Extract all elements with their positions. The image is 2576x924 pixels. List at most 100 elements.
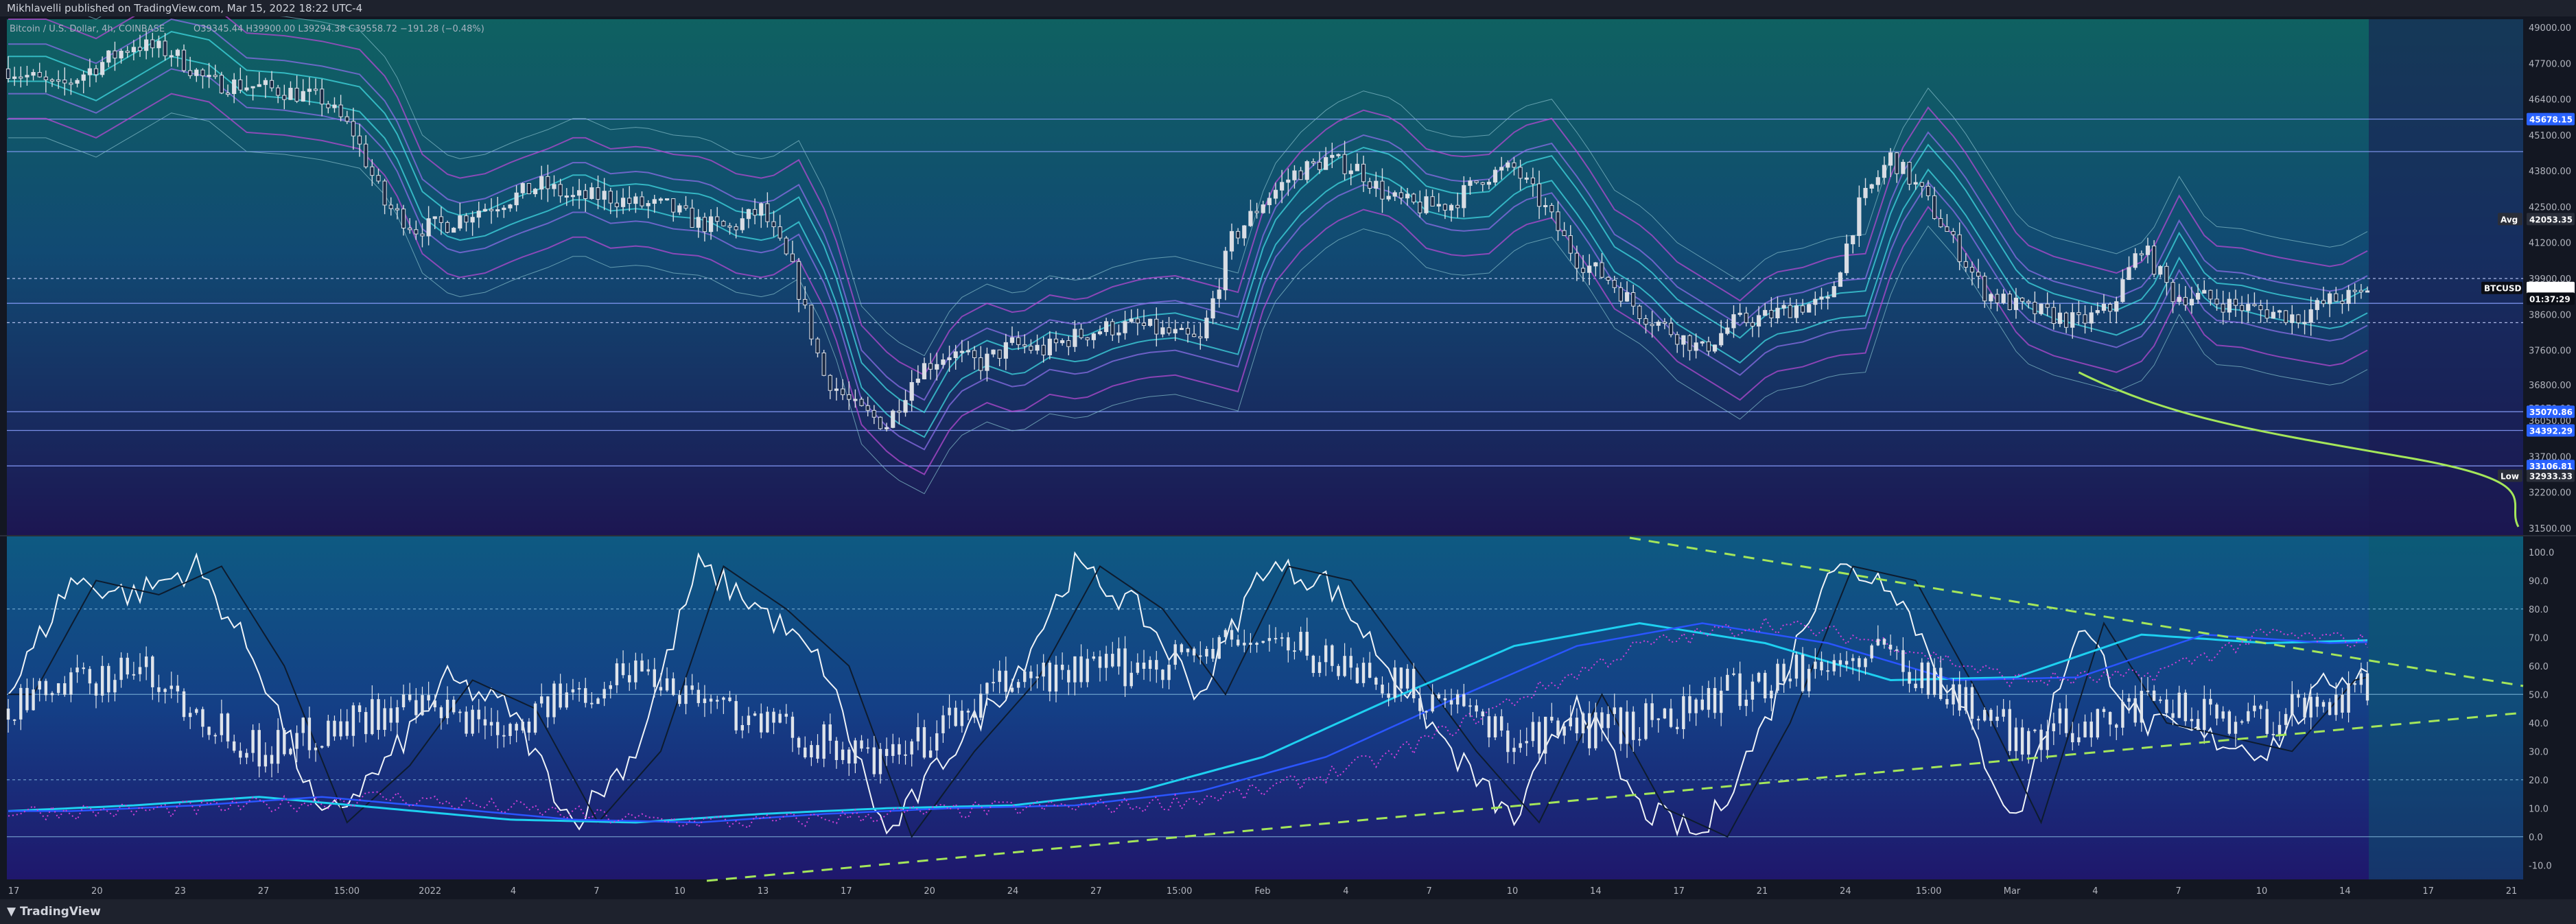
osc-tick-label: 80.0 [2529,605,2549,615]
price-chart[interactable]: 49000.00 47700.00 46400.00 45100.00 43800.00… [0,16,2576,899]
candle-body [344,116,349,122]
candle-body [1455,204,1460,209]
candle-body [438,216,444,223]
rsi-candle-body [1512,748,1516,753]
candle-body [1261,204,1265,213]
time-tick-label: 27 [1090,886,1102,897]
time-tick-label: 23 [174,886,186,897]
rsi-candle-body [1455,694,1460,704]
candle-body [502,207,506,211]
candle-body [2308,309,2313,323]
candle-body [2101,304,2107,311]
rsi-candle-body [1331,645,1334,666]
candle-body [1154,318,1159,335]
rsi-candle-body [157,687,161,692]
candle-body [43,76,48,80]
candle-body [1210,298,1215,319]
candle-body [2057,312,2063,324]
level-top-tag: 45678.15 [2529,115,2573,125]
candle-body [1656,321,1661,326]
rsi-candle-body [2096,709,2100,738]
rsi-candle-body [1361,663,1366,683]
candle-body [909,382,914,401]
candle-body [803,298,808,306]
rsi-candle-body [32,689,35,711]
price-tick-label: 45100.00 [2529,131,2571,141]
candle-body [244,87,249,91]
rsi-candle-body [2253,705,2256,711]
candle-body [1041,344,1046,355]
rsi-candle-body [1010,687,1014,692]
rsi-candle-body [195,709,198,713]
rsi-candle-body [1726,674,1729,691]
rsi-candle-body [634,660,637,683]
rsi-candle-body [1788,678,1792,682]
rsi-candle-body [854,740,857,763]
tradingview-logo[interactable]: ▼ TradingView [7,899,101,924]
rsi-candle-body [885,748,889,757]
rsi-candle-body [1393,667,1396,698]
candle-body [871,410,876,418]
low-name-tag: Low [2501,472,2519,482]
rsi-candle-body [841,749,845,761]
candle-body [2290,314,2295,323]
candle-body [752,209,758,216]
candle-body [219,75,224,94]
rsi-candle-body [1449,700,1453,704]
candle-body [1737,312,1742,316]
candle-body [690,207,694,228]
candle-body [1248,211,1253,226]
candle-body [1612,279,1617,288]
oscillator-series [6,551,2369,838]
rsi-candle-body [1876,639,1880,645]
rsi-candle-body [1952,684,1955,704]
candle-body [1731,314,1736,329]
candle-body [847,394,852,400]
rsi-candle-body [1111,654,1114,667]
candle-body [922,363,927,379]
candle-body [232,79,237,95]
candle-body [2070,312,2075,328]
rsi-candle-body [1914,683,1917,689]
candle-body [2045,303,2050,308]
rsi-candle-body [1976,718,1980,721]
candle-body [2164,265,2169,283]
candle-body [313,88,318,91]
time-tick-label: Mar [2004,886,2021,897]
candle-body [12,76,17,79]
candle-body [815,338,820,354]
rsi-candle-body [2046,731,2049,750]
low-tag-bg [2527,469,2575,482]
rsi-candle-body [1832,660,1836,672]
rsi-candle-body [2140,691,2144,723]
rsi-candle-body [188,713,192,718]
rsi-candle-body [1782,663,1785,682]
candle-body [1662,321,1667,324]
candle-body [1085,337,1090,340]
candle-body [1995,294,2000,303]
candle-body [2064,312,2069,328]
candle-body [1681,335,1686,345]
candle-body [1280,182,1285,191]
rsi-candle-body [1600,712,1604,728]
trendline-lower[interactable] [706,711,2524,882]
rsi-candle-body [665,678,669,691]
rsi-candle-body [2309,696,2312,718]
legend-symbol[interactable]: Bitcoin / U.S. Dollar, 4h, COINBASE [10,24,165,34]
candle-body [207,75,211,78]
rsi-candle-body [1888,644,1893,650]
time-tick-label: 17 [2422,886,2434,897]
rsi-candle-body [772,711,775,723]
last-price-tag-bg [2527,281,2575,294]
price-axis-background [2523,16,2576,883]
price-tick-label: 47700.00 [2529,59,2571,69]
candle-body [1386,196,1391,200]
candle-body [1368,181,1372,189]
rsi-candle-body [2341,694,2344,713]
candle-body [658,198,664,201]
rsi-candle-body [784,713,788,717]
trendline-upper[interactable] [1629,536,2524,687]
rsi-candle-body [232,741,236,751]
candle-body [941,359,946,365]
rsi-candle-body [2190,719,2194,722]
